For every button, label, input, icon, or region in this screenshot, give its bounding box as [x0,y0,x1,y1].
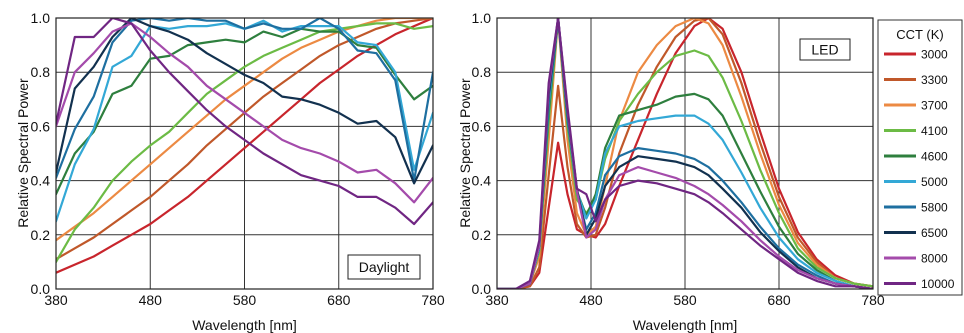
x-tick-label: 580 [673,292,697,308]
series-line-4100 [56,22,433,263]
x-tick-label: 780 [421,292,445,308]
legend-title: CCT (K) [896,27,943,42]
plot-frame [496,17,874,290]
x-tick-label: 680 [767,292,791,308]
led-label: LED [811,42,838,58]
series-line-10000 [497,18,873,289]
legend-entry-4100: 4100 [921,124,948,138]
x-tick-label: 480 [139,292,163,308]
series-line-8000 [56,22,433,204]
daylight-label: Daylight [359,259,410,275]
y-tick-label: 0.2 [472,227,492,243]
series-line-3700 [56,18,433,242]
legend-entry-3700: 3700 [921,99,948,113]
legend-entry-5000: 5000 [921,175,948,189]
series-line-6500 [56,18,433,185]
y-tick-label: 0.4 [472,173,492,189]
plot-frame [55,17,434,290]
series-group [497,18,873,289]
y-tick-label: 0.4 [31,173,51,189]
x-tick-label: 380 [485,292,509,308]
x-tick-label: 580 [233,292,257,308]
legend-entry-8000: 8000 [921,252,948,266]
legend-entry-6500: 6500 [921,226,948,240]
y-tick-label: 0.6 [31,118,51,134]
legend-entry-3000: 3000 [921,48,948,62]
x-tick-label: 480 [579,292,603,308]
daylight-label-box [347,254,421,280]
led-label-box [799,38,851,61]
y-tick-label: 0.8 [472,64,492,80]
series-line-3700 [497,18,873,289]
x-tick-label: 380 [44,292,68,308]
x-tick-label: 680 [327,292,351,308]
series-line-3000 [56,18,433,274]
y-tick-label: 0.0 [472,281,492,297]
daylight-chart: 380 480 580 680 780 0.0 0.2 0.4 0.6 0.8 1.0 Wavelen… [15,10,445,333]
y-tick-label: 1.0 [31,10,51,26]
series-line-4600 [56,27,433,196]
series-line-10000 [56,18,433,226]
x-axis-label: Wavelength [nm] [633,317,738,333]
y-tick-label: 0.2 [31,227,51,243]
y-tick-label: 0.6 [472,118,492,134]
series-line-3000 [497,18,873,289]
y-axis-label: Relative Spectral Power [15,78,31,228]
legend-entry-10000: 10000 [921,277,955,291]
gridlines [55,17,434,290]
series-group [56,18,433,274]
legend: CCT (K) 3000 3300 3700 4100 4600 5000 5800 6500… [877,19,963,296]
led-chart: 380 480 580 680 780 0.0 0.2 0.4 0.6 0.8 1.0 Wavelen… [457,10,885,333]
legend-entry-4600: 4600 [921,150,948,164]
legend-entry-5800: 5800 [921,201,948,215]
series-line-5800 [56,18,433,182]
y-axis-label: Relative Spectral Power [457,78,473,228]
y-tick-label: 0.8 [31,64,51,80]
y-tick-label: 0.0 [31,281,51,297]
series-line-3300 [497,18,873,289]
x-tick-label: 780 [861,292,885,308]
legend-entry-3300: 3300 [921,73,948,87]
x-axis-label: Wavelength [nm] [192,317,297,333]
y-tick-label: 1.0 [472,10,492,26]
